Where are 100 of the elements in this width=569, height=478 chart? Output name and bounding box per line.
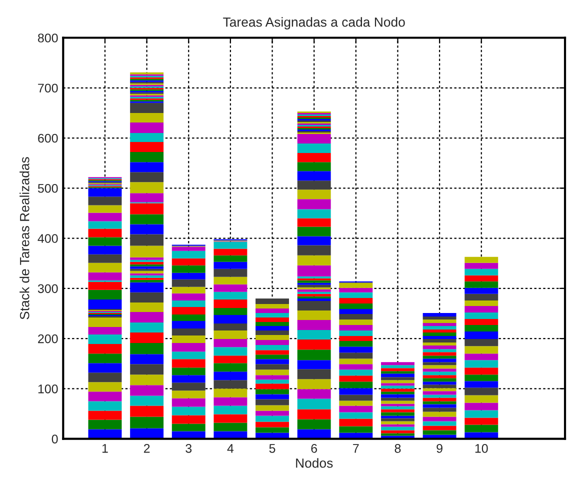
bar [256,359,289,364]
bar [422,368,456,372]
bar [381,388,414,392]
bar [381,418,414,422]
bar [381,406,414,410]
bar [88,262,122,272]
bar [130,172,164,182]
y-axis-title: Stack de Tareas Realizadas [20,157,30,320]
bar [464,268,498,276]
bar [88,254,122,263]
bar [214,292,248,300]
bar [256,405,289,411]
bar [172,398,206,407]
bar [422,330,456,333]
bar [464,395,498,403]
bar [381,426,414,430]
bar [172,336,206,344]
x-tick-label: 2 [144,444,150,453]
bar [130,312,164,322]
bar [422,398,456,402]
bar [130,406,164,417]
bar [214,299,248,308]
bar [256,322,289,326]
bar [339,352,373,359]
bar [172,343,206,352]
bar [464,294,498,300]
y-tick-label: 200 [38,334,58,344]
bar [422,332,456,336]
bar [88,327,122,335]
bar [130,122,164,134]
bar [88,334,122,344]
bar [256,410,289,416]
bar [172,250,206,258]
bar [297,409,331,420]
bar [130,162,164,172]
bar [422,426,456,430]
bar [130,224,164,234]
bar [256,422,289,428]
x-tick-label: 4 [227,444,234,453]
bar [297,144,331,154]
bar [422,346,456,350]
bar [172,321,206,329]
bar [422,362,456,366]
bar [172,328,206,336]
bar [422,365,456,369]
bar [88,205,122,213]
bar [130,112,164,122]
bar [422,404,456,408]
bar [214,422,248,432]
bar [381,424,414,427]
bar [214,255,248,262]
bar [297,153,331,162]
bar [130,133,164,142]
bar [422,312,456,316]
bar [214,314,248,324]
bar [214,324,248,331]
bar [339,358,373,364]
bar [422,408,456,412]
bar [464,424,498,432]
bar [464,339,498,346]
bar [88,363,122,373]
bar [130,292,164,302]
bar [88,212,122,222]
bar [464,325,498,332]
bar [256,345,289,350]
bar [464,354,498,360]
bar [297,180,331,190]
bar [422,384,456,388]
bar [297,389,331,399]
bar [339,292,373,298]
bar [297,300,331,310]
bar [297,199,331,210]
bar [339,376,373,382]
bar [464,388,498,396]
bar [297,265,331,276]
bar [339,288,373,292]
bar [422,412,456,417]
bar [256,370,289,376]
y-tick-label: 500 [38,184,58,193]
bar [339,426,373,433]
bar [422,356,456,359]
bar [464,346,498,354]
bar [172,390,206,398]
bar [339,406,373,412]
bar [88,246,122,254]
bar [130,193,164,202]
bar [297,255,331,266]
bar [256,335,289,340]
bar [172,258,206,266]
bar [339,341,373,347]
bar [88,272,122,280]
bar [172,359,206,368]
bar [130,322,164,333]
bar [256,380,289,384]
bar [422,323,456,326]
bar [256,340,289,346]
bar [297,398,331,410]
bar [88,188,122,197]
bar [297,134,331,144]
bar [339,412,373,419]
